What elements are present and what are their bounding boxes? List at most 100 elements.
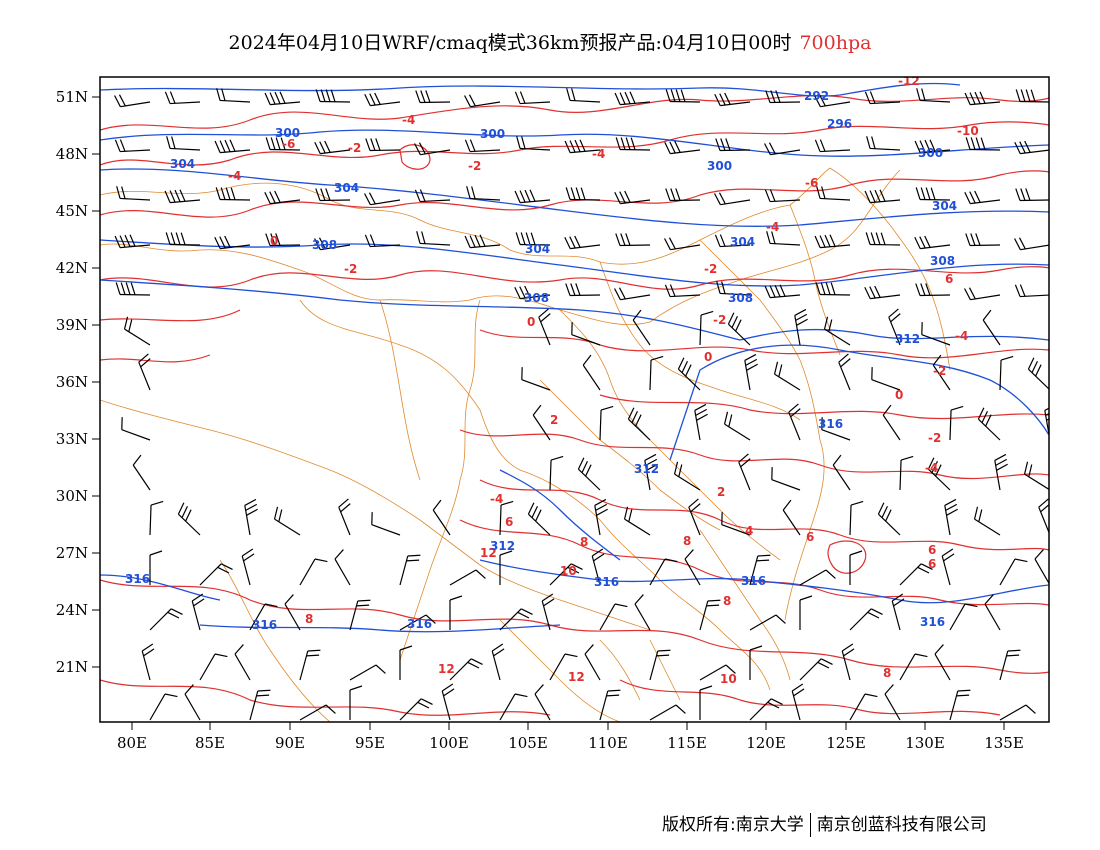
longitude-labels: 80E 85E 90E 95E 100E 105E 110E 115E 120E… <box>117 734 1024 752</box>
wind-barb <box>499 693 528 721</box>
wind-barb <box>514 285 551 300</box>
wind-barb <box>891 593 905 631</box>
wind-barb <box>714 192 751 206</box>
height-label: 308 <box>930 254 955 268</box>
wind-barb <box>415 90 451 104</box>
temp-label: -2 <box>933 364 946 378</box>
wind-barb <box>964 190 1001 205</box>
height-label: 300 <box>918 146 943 160</box>
wind-barb <box>649 704 686 721</box>
temp-label: -4 <box>490 492 503 506</box>
wind-barb <box>577 457 601 491</box>
wind-barb <box>877 502 901 536</box>
map-title: 2024年04月10日WRF/cmaq模式36km预报产品:04月10日00时 7… <box>0 28 1100 55</box>
wind-barb <box>216 88 251 103</box>
title-level: 700hpa <box>799 32 872 54</box>
height-label: 316 <box>125 572 150 586</box>
temp-label: -2 <box>928 431 941 445</box>
wind-barb <box>591 548 605 586</box>
wind-barb <box>165 232 201 246</box>
wind-barb <box>364 92 401 107</box>
wind-barb <box>665 188 701 202</box>
temp-label: -2 <box>468 159 481 173</box>
wind-barb <box>414 142 451 156</box>
wind-barb <box>594 498 608 536</box>
wind-barb <box>1023 461 1049 491</box>
wind-barb <box>673 461 701 491</box>
wind-barb <box>582 354 601 391</box>
height-label: 300 <box>480 127 505 141</box>
temp-label: 6 <box>945 272 953 286</box>
wind-barb <box>915 187 951 201</box>
wind-barb <box>865 232 901 246</box>
wind-barb <box>1027 357 1049 391</box>
wind-barb <box>249 603 278 631</box>
wind-barb <box>634 594 651 631</box>
wind-barb <box>816 186 851 201</box>
wind-barb <box>1050 663 1085 690</box>
wind-barb <box>265 233 301 247</box>
wind-barb <box>623 506 651 536</box>
wind-barb <box>564 235 601 250</box>
wind-barb <box>549 653 578 681</box>
wind-barb <box>466 186 501 201</box>
wind-barb <box>349 685 363 720</box>
wind-barb <box>721 512 751 536</box>
wind-barb <box>765 90 801 104</box>
lon-tick: 110E <box>588 734 628 752</box>
temp-label: 10 <box>560 564 577 578</box>
wind-barb <box>699 664 736 681</box>
wind-barb <box>264 190 301 205</box>
wind-barb <box>565 187 601 201</box>
wind-barb <box>244 498 258 536</box>
temp-label: -4 <box>925 461 938 475</box>
wind-barb <box>864 189 901 204</box>
wind-barb <box>849 608 883 631</box>
wind-barb <box>1014 284 1049 298</box>
wind-barb <box>794 308 808 346</box>
height-label: 316 <box>594 575 619 589</box>
lon-tick: 100E <box>429 734 469 752</box>
wind-barb <box>432 499 451 536</box>
lat-tick: 36N <box>56 373 88 391</box>
wind-barb <box>965 233 1001 247</box>
height-label: 304 <box>334 181 359 195</box>
wind-barb <box>665 89 701 103</box>
wind-barb <box>791 683 805 721</box>
height-label: 316 <box>407 617 432 631</box>
wind-barb <box>249 689 271 721</box>
wind-barb <box>684 549 701 586</box>
temp-label: -2 <box>344 262 357 276</box>
wind-barb <box>215 187 251 201</box>
wind-barb <box>744 353 758 391</box>
latitude-labels: 51N 48N 45N 42N 39N 36N 33N 30N 27N 24N … <box>56 88 88 676</box>
wind-barb <box>149 550 163 585</box>
temp-label: 0 <box>895 388 903 402</box>
wind-barb <box>364 234 401 248</box>
temp-label: -12 <box>898 74 920 88</box>
wind-barb <box>714 92 751 107</box>
lat-tick: 33N <box>56 430 88 448</box>
temp-label: 0 <box>704 350 712 364</box>
wind-barb <box>1050 686 1062 720</box>
wind-barb <box>264 91 301 106</box>
temp-label: 4 <box>745 524 753 538</box>
wind-barb <box>766 231 801 246</box>
wind-barb <box>499 550 513 585</box>
footer: 版权所有:南京大学 南京创蓝科技有限公司 <box>662 810 987 837</box>
wind-barb <box>815 282 851 296</box>
wind-barb <box>614 190 651 205</box>
wind-barb <box>549 563 583 586</box>
wind-barb <box>771 467 801 491</box>
wind-barb <box>399 614 436 631</box>
height-label: 316 <box>741 574 766 588</box>
wind-barb <box>584 644 601 681</box>
wind-barb <box>832 454 851 491</box>
wind-barb <box>871 367 901 391</box>
wind-barb <box>664 140 701 155</box>
temp-label: 8 <box>723 594 731 608</box>
height-label: 312 <box>490 539 515 553</box>
height-label: 308 <box>524 291 549 305</box>
wind-barb <box>864 91 901 105</box>
wind-barb <box>265 137 301 151</box>
